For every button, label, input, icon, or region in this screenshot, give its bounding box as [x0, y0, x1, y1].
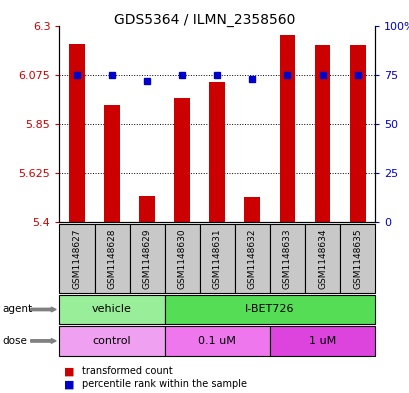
Text: ■: ■ [63, 379, 74, 389]
Bar [339, 224, 374, 293]
Text: GSM1148632: GSM1148632 [247, 228, 256, 288]
Bar [104, 105, 120, 222]
Bar [129, 224, 164, 293]
Text: GSM1148628: GSM1148628 [107, 228, 116, 288]
Text: I-BET726: I-BET726 [245, 305, 294, 314]
Text: percentile rank within the sample: percentile rank within the sample [82, 379, 246, 389]
Bar [244, 197, 260, 222]
Text: 0.1 uM: 0.1 uM [198, 336, 236, 346]
Bar [174, 97, 190, 222]
Bar [234, 224, 269, 293]
Text: ■: ■ [63, 366, 74, 376]
Bar [69, 44, 85, 222]
Bar [59, 326, 164, 356]
Bar [59, 224, 94, 293]
Text: dose: dose [2, 336, 27, 346]
Text: 1 uM: 1 uM [308, 336, 335, 346]
Bar [304, 224, 339, 293]
Bar [269, 224, 304, 293]
Bar [269, 326, 374, 356]
Text: GSM1148627: GSM1148627 [72, 228, 81, 288]
Bar [139, 196, 155, 222]
Bar [314, 45, 330, 222]
Text: GSM1148629: GSM1148629 [142, 228, 151, 288]
Bar [94, 224, 129, 293]
Text: transformed count: transformed count [82, 366, 172, 376]
Text: GSM1148633: GSM1148633 [282, 228, 291, 289]
Text: GSM1148635: GSM1148635 [352, 228, 361, 289]
Text: agent: agent [2, 305, 32, 314]
Text: GDS5364 / ILMN_2358560: GDS5364 / ILMN_2358560 [114, 13, 295, 27]
Bar [164, 295, 374, 324]
Bar [164, 224, 199, 293]
Text: vehicle: vehicle [92, 305, 132, 314]
Bar [279, 35, 294, 222]
Bar [164, 326, 269, 356]
Bar [349, 45, 364, 222]
Bar [59, 295, 164, 324]
Text: GSM1148631: GSM1148631 [212, 228, 221, 289]
Bar [209, 82, 225, 222]
Bar [199, 224, 234, 293]
Text: control: control [92, 336, 131, 346]
Text: GSM1148634: GSM1148634 [317, 228, 326, 288]
Text: GSM1148630: GSM1148630 [177, 228, 186, 289]
